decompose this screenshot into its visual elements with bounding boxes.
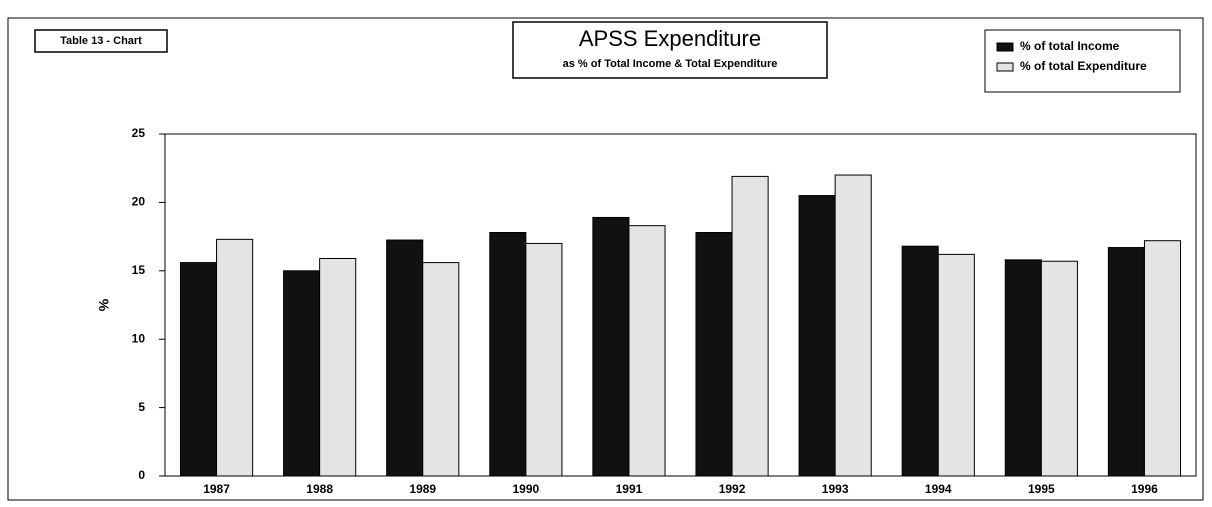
bar xyxy=(1107,247,1145,477)
bar xyxy=(834,174,872,477)
x-tick-label: 1987 xyxy=(203,482,230,496)
y-tick-label: 15 xyxy=(132,263,146,277)
plot-area xyxy=(164,133,1197,477)
bar xyxy=(216,238,254,477)
bar xyxy=(489,231,527,477)
y-tick-label: 20 xyxy=(132,195,146,209)
bar xyxy=(422,262,460,477)
legend-box xyxy=(984,29,1181,93)
y-tick-label: 10 xyxy=(132,331,146,345)
bar xyxy=(937,253,975,477)
y-axis-label: % xyxy=(96,298,112,311)
bar xyxy=(1004,259,1042,477)
bar xyxy=(386,239,424,477)
bar xyxy=(283,270,321,477)
chart-label: Table 13 - Chart xyxy=(60,35,142,47)
bar xyxy=(901,245,939,477)
x-tick-label: 1995 xyxy=(1028,482,1055,496)
y-tick-label: 0 xyxy=(138,468,145,482)
y-tick-label: 25 xyxy=(132,126,146,140)
x-tick-label: 1994 xyxy=(925,482,952,496)
bar xyxy=(695,231,733,477)
bar xyxy=(1143,240,1182,477)
legend-label: % of total Income xyxy=(1020,39,1120,53)
bar xyxy=(628,225,666,477)
x-tick-label: 1991 xyxy=(616,482,643,496)
bar xyxy=(1040,260,1078,477)
bar xyxy=(731,175,769,477)
bar xyxy=(525,242,563,477)
x-tick-label: 1993 xyxy=(822,482,849,496)
legend-swatch xyxy=(996,62,1014,72)
chart-subtitle: as % of Total Income & Total Expenditure xyxy=(563,58,778,70)
x-tick-label: 1990 xyxy=(512,482,539,496)
outer-frame xyxy=(7,17,1204,501)
legend-swatch xyxy=(996,42,1014,52)
chart-title: APSS Expenditure xyxy=(579,26,761,51)
x-tick-label: 1989 xyxy=(409,482,436,496)
bar xyxy=(798,195,836,477)
bar xyxy=(179,262,218,477)
y-tick-label: 5 xyxy=(138,400,145,414)
bar xyxy=(319,257,357,477)
label-box xyxy=(34,29,168,53)
bar xyxy=(592,216,630,477)
x-tick-label: 1988 xyxy=(306,482,333,496)
legend-label: % of total Expenditure xyxy=(1020,59,1147,73)
title-box xyxy=(512,21,828,79)
x-tick-label: 1996 xyxy=(1131,482,1158,496)
x-tick-label: 1992 xyxy=(719,482,746,496)
